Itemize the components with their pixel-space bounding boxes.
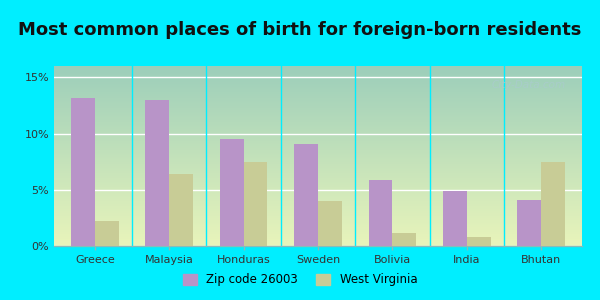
Bar [244,162,268,246]
Bar [541,162,565,246]
Bar [169,174,193,246]
Text: City-Data.com: City-Data.com [492,80,566,90]
Bar [318,201,342,246]
Bar [517,200,541,246]
Bar [294,144,318,246]
Bar [392,232,416,246]
Text: Most common places of birth for foreign-born residents: Most common places of birth for foreign-… [19,21,581,39]
Bar [220,139,244,246]
Bar [443,191,467,246]
Bar [467,237,491,246]
Bar [71,98,95,246]
Bar [145,100,169,246]
Legend: Zip code 26003, West Virginia: Zip code 26003, West Virginia [178,269,422,291]
Bar [368,180,392,246]
Bar [95,221,119,246]
